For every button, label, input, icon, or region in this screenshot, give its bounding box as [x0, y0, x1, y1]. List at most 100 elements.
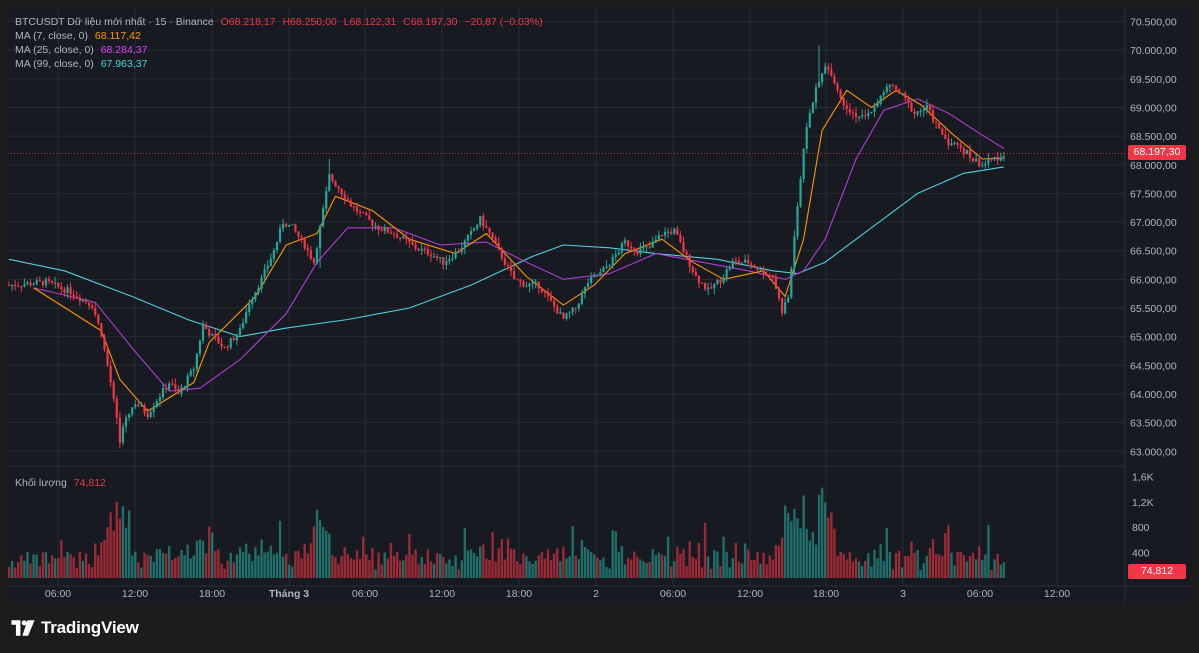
- candle-body: [334, 180, 337, 187]
- volume-bar: [337, 563, 340, 578]
- volume-bar: [383, 552, 386, 578]
- volume-bar: [232, 562, 236, 578]
- volume-bar: [719, 566, 722, 578]
- volume-bar: [94, 543, 97, 578]
- candle-body: [682, 242, 685, 252]
- ma25-value: 68.284,37: [100, 44, 148, 56]
- candle-body: [894, 85, 898, 90]
- volume-bar: [38, 566, 41, 578]
- last-price-tag: 68.197,30: [1128, 145, 1186, 160]
- axes: 70.500,00 70.000,00 69.500,00 69.000,00 68.5…: [8, 8, 1191, 603]
- time-tick-label: 06:00: [45, 588, 71, 600]
- candle-body: [229, 338, 232, 348]
- symbol-title[interactable]: BTCUSDT Dữ liệu mới nhất · 15 · Binance: [15, 16, 214, 28]
- ohlc-low: L68.122,31: [343, 16, 397, 28]
- volume-bar: [331, 555, 334, 578]
- volume-bar: [426, 549, 430, 578]
- time-tick-label: 06:00: [352, 588, 378, 600]
- time-tick-label: 06:00: [660, 588, 686, 600]
- volume-bar: [491, 531, 494, 578]
- volume-bar: [657, 552, 661, 578]
- candle-body: [685, 251, 688, 255]
- candle-body: [368, 215, 371, 220]
- volume-bar: [479, 546, 482, 578]
- candle-body: [562, 312, 565, 319]
- candle-body: [608, 265, 611, 267]
- candle-body: [171, 383, 174, 385]
- volume-bar: [626, 558, 630, 578]
- ma7-legend[interactable]: MA (7, close, 0) 68.117,42: [15, 30, 145, 43]
- ma99-legend[interactable]: MA (99, close, 0) 67.963,37: [15, 58, 151, 71]
- candle-body: [811, 102, 814, 113]
- volume-bar: [910, 541, 913, 578]
- candle-body: [728, 267, 731, 270]
- chart-panel[interactable]: 70.500,00 70.000,00 69.500,00 69.000,00 68.5…: [8, 8, 1191, 603]
- candle-body: [226, 346, 229, 348]
- candle-body: [331, 174, 334, 181]
- volume-bar: [146, 554, 149, 578]
- volume-bar: [620, 545, 624, 578]
- volume-bar: [17, 561, 20, 578]
- volume-bar: [802, 495, 805, 578]
- volume-bar: [343, 547, 346, 578]
- volume-bar: [482, 544, 485, 578]
- volume-bar: [691, 556, 694, 578]
- volume-bar: [226, 560, 229, 578]
- volume-bar: [589, 551, 593, 578]
- candle-body: [457, 251, 460, 253]
- time-tick-label: 12:00: [429, 588, 455, 600]
- candle-body: [186, 375, 189, 387]
- ma25-legend[interactable]: MA (25, close, 0) 68.284,37: [15, 44, 151, 57]
- candle-body: [784, 302, 787, 314]
- volume-bar: [281, 556, 285, 578]
- tradingview-footer[interactable]: TradingView: [10, 617, 139, 639]
- volume-bar: [901, 567, 904, 578]
- candle-body: [934, 121, 938, 123]
- candle-body: [266, 265, 269, 269]
- volume-bar: [429, 561, 433, 578]
- candle-body: [278, 228, 282, 242]
- candle-body: [177, 388, 180, 394]
- volume-bar: [35, 554, 38, 578]
- volume-bar: [57, 558, 60, 578]
- candle-body: [716, 279, 719, 284]
- candle-body: [451, 258, 454, 260]
- volume-bar: [796, 518, 799, 578]
- volume-bar: [494, 561, 497, 578]
- volume-bar: [703, 522, 707, 578]
- candle-body: [294, 224, 297, 232]
- volume-bar: [688, 541, 691, 578]
- volume-bar: [131, 555, 134, 578]
- candle-body: [808, 112, 811, 128]
- volume-bar: [90, 566, 94, 578]
- price-tick-label: 68.000,00: [1130, 160, 1177, 172]
- volume-bar: [925, 556, 929, 578]
- volume-bar: [263, 552, 266, 578]
- candle-body: [907, 98, 910, 103]
- volume-bar: [435, 553, 439, 578]
- candle-body: [386, 227, 389, 233]
- volume-bar: [155, 549, 159, 578]
- candle-body: [201, 324, 205, 341]
- candle-body: [322, 208, 325, 226]
- time-tick-label: 3: [900, 588, 906, 600]
- symbol-legend[interactable]: BTCUSDT Dữ liệu mới nhất · 15 · Binance …: [15, 16, 547, 29]
- candle-body: [993, 156, 996, 160]
- volume-legend[interactable]: Khối lượng 74,812: [15, 477, 110, 490]
- volume-bar: [728, 567, 731, 578]
- candle-body: [189, 370, 192, 376]
- candle-body: [885, 86, 888, 93]
- volume-bar: [63, 557, 66, 578]
- candle-body: [198, 340, 202, 354]
- candle-body: [513, 271, 516, 280]
- candle-body: [817, 81, 821, 88]
- candle-body: [734, 260, 737, 262]
- candle-body: [836, 83, 839, 91]
- volume-bar: [278, 520, 282, 578]
- candle-body: [559, 312, 562, 314]
- volume-bar: [559, 561, 562, 578]
- volume-bar: [916, 550, 919, 578]
- price-chart[interactable]: 70.500,00 70.000,00 69.500,00 69.000,00 68.5…: [8, 8, 1191, 603]
- candle-body: [10, 284, 14, 286]
- candle-body: [919, 110, 922, 112]
